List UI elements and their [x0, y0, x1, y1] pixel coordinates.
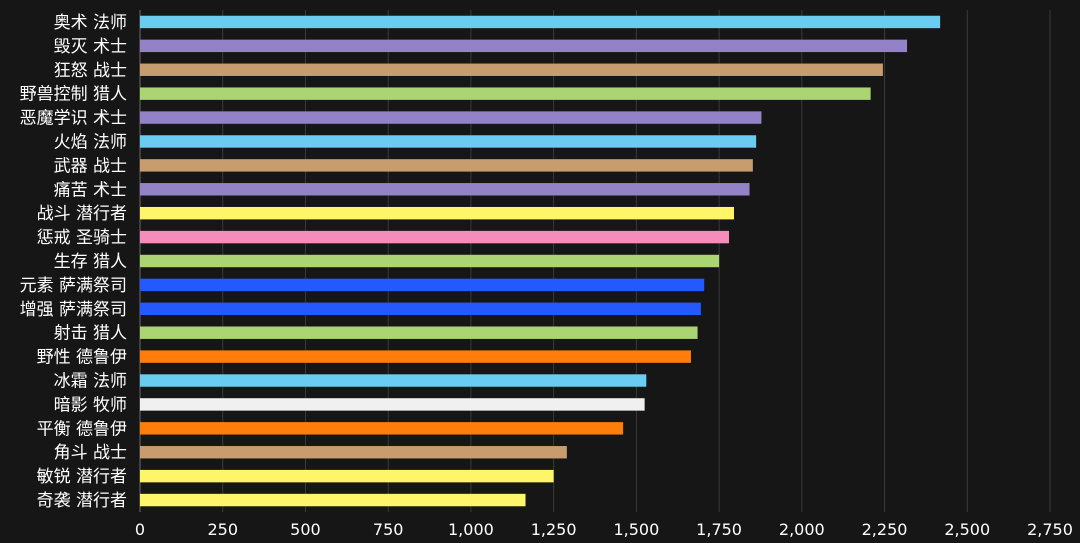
category-label: 生存 猎人	[54, 252, 127, 272]
category-label: 敏锐 潜行者	[37, 467, 127, 487]
bar	[140, 111, 762, 124]
bar	[140, 63, 883, 76]
category-label: 元素 萨满祭司	[20, 276, 127, 296]
category-label: 战斗 潜行者	[37, 204, 127, 224]
category-label: 恶魔学识 术士	[20, 109, 127, 129]
category-label: 角斗 战士	[54, 443, 127, 463]
bar	[140, 135, 757, 148]
category-label: 暗影 牧师	[54, 395, 127, 415]
x-tick-label: 2,500	[944, 520, 990, 539]
category-label: 武器 战士	[54, 156, 127, 176]
x-tick-label: 1,000	[448, 520, 494, 539]
bars	[140, 15, 941, 507]
x-tick-labels: 0 250 500 750 1,000 1,250 1,500 1,750 2,000 2,250…	[135, 520, 1073, 539]
bar	[140, 159, 753, 172]
bar	[140, 278, 705, 292]
category-label: 奇袭 潜行者	[37, 491, 127, 511]
x-tick-label: 1,250	[531, 520, 577, 539]
bar	[140, 254, 720, 268]
x-tick-label: 1,750	[696, 520, 742, 539]
category-label: 野兽控制 猎人	[20, 85, 127, 105]
bar	[140, 446, 567, 459]
x-tick-label: 2,000	[779, 520, 825, 539]
category-label: 野性 德鲁伊	[37, 348, 127, 368]
bar	[140, 183, 750, 196]
x-tick-label: 2,250	[862, 520, 908, 539]
x-tick-label: 2,750	[1027, 520, 1073, 539]
x-tick-label: 1,500	[613, 520, 659, 539]
category-label: 痛苦 术士	[54, 180, 127, 200]
bar	[140, 87, 871, 100]
x-tick-label: 500	[290, 520, 321, 539]
category-label: 惩戒 圣骑士	[37, 228, 127, 248]
category-label: 增强 萨满祭司	[20, 300, 127, 320]
bar	[140, 493, 526, 507]
category-label: 平衡 德鲁伊	[37, 419, 127, 439]
category-label: 毁灭 术士	[54, 37, 127, 57]
category-label: 射击 猎人	[54, 324, 127, 344]
bar	[140, 326, 698, 339]
bar	[140, 469, 554, 483]
category-label: 狂怒 战士	[54, 61, 127, 81]
bar	[140, 15, 941, 29]
category-label: 冰霜 法师	[54, 372, 127, 392]
bar	[140, 374, 647, 387]
category-label: 奥术 法师	[54, 13, 127, 33]
bar	[140, 230, 730, 244]
x-tick-label: 750	[373, 520, 404, 539]
x-tick-label: 250	[207, 520, 238, 539]
bar	[140, 302, 701, 316]
x-tick-label: 0	[135, 520, 145, 539]
bar	[140, 398, 645, 411]
bar	[140, 206, 734, 220]
bar	[140, 422, 624, 435]
category-label: 火焰 法师	[54, 132, 127, 152]
bar	[140, 39, 908, 53]
bar	[140, 350, 691, 363]
